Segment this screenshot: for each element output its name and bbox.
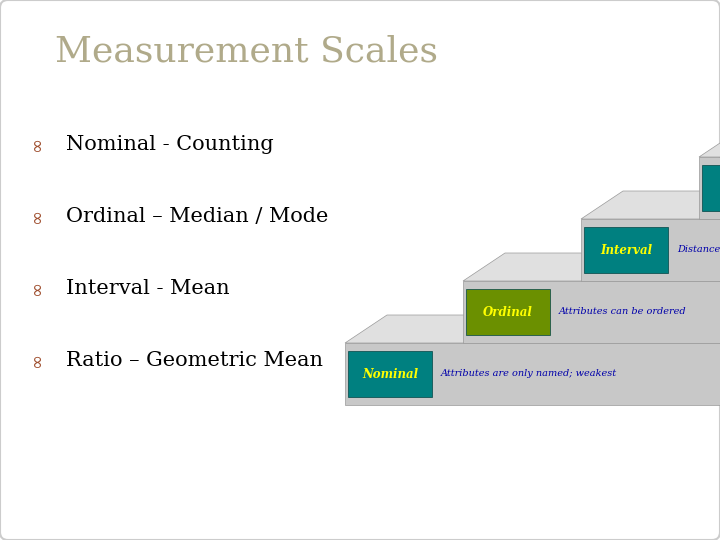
Text: ∞: ∞: [28, 281, 46, 296]
Text: Nominal: Nominal: [362, 368, 418, 381]
Text: Measurement Scales: Measurement Scales: [55, 35, 438, 69]
Polygon shape: [463, 281, 720, 343]
Text: Ratio – Geometric Mean: Ratio – Geometric Mean: [66, 352, 323, 370]
Text: ∞: ∞: [28, 210, 46, 225]
Polygon shape: [463, 253, 720, 281]
Polygon shape: [345, 315, 720, 343]
FancyBboxPatch shape: [466, 289, 550, 335]
FancyBboxPatch shape: [584, 227, 668, 273]
FancyBboxPatch shape: [702, 165, 720, 211]
Polygon shape: [699, 129, 720, 157]
Text: Distance is meaningful: Distance is meaningful: [677, 246, 720, 254]
Text: ∞: ∞: [28, 354, 46, 368]
Text: Attributes are only named; weakest: Attributes are only named; weakest: [441, 369, 617, 379]
Text: ∞: ∞: [28, 138, 46, 152]
Text: Interval - Mean: Interval - Mean: [66, 280, 230, 299]
Text: Nominal - Counting: Nominal - Counting: [66, 136, 274, 154]
Text: Ordinal: Ordinal: [483, 306, 533, 319]
Text: Interval: Interval: [600, 244, 652, 256]
Polygon shape: [345, 343, 720, 405]
Text: Ordinal – Median / Mode: Ordinal – Median / Mode: [66, 207, 328, 226]
Polygon shape: [581, 191, 720, 219]
FancyBboxPatch shape: [348, 350, 432, 397]
Polygon shape: [581, 219, 720, 281]
Text: Attributes can be ordered: Attributes can be ordered: [559, 307, 687, 316]
Polygon shape: [699, 157, 720, 219]
